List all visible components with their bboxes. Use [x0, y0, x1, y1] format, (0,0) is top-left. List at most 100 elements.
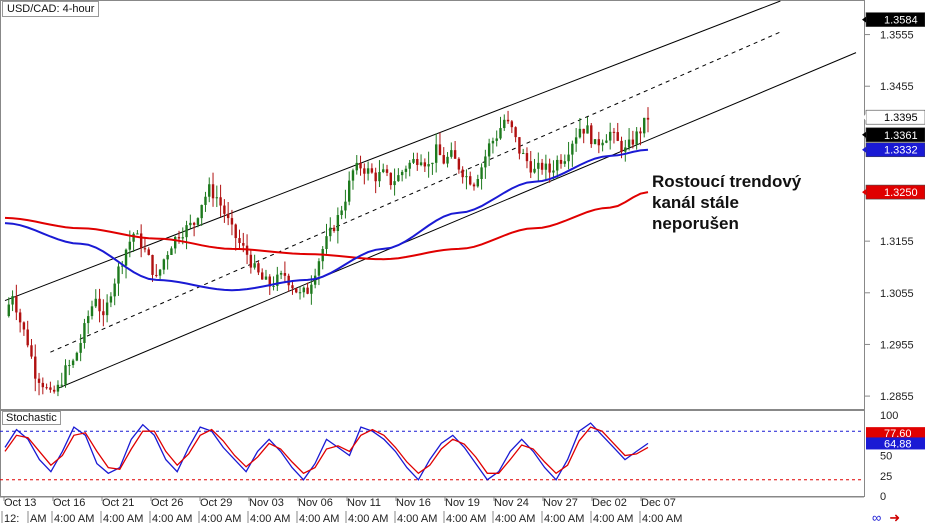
candle-body: [45, 387, 48, 389]
candle-body: [49, 387, 52, 390]
candle-body: [166, 254, 169, 260]
candle-body: [336, 215, 340, 232]
candle-body: [510, 121, 514, 128]
price-tag-label: 1.3250: [884, 187, 918, 199]
candle-body: [465, 176, 468, 178]
candle-body: [208, 184, 211, 197]
annotation-line-3: neporušen: [652, 214, 739, 233]
candle-body: [276, 274, 279, 286]
candle-body: [427, 164, 430, 167]
candle-body: [567, 154, 570, 162]
candle-body: [601, 142, 604, 146]
price-axis: 1.35551.34551.33551.31551.30551.29551.28…: [862, 12, 925, 403]
annotation: Rostoucí trendový kanál stále neporušen: [652, 171, 852, 234]
arrow-icon[interactable]: ➜: [889, 510, 901, 525]
time-axis: Oct 13 Oct 16 Oct 21 Oct 26 Oct 29 Nov 03 Nov …: [0, 496, 864, 525]
candle-body: [11, 296, 14, 305]
candle-body: [15, 296, 18, 313]
candle-body: [453, 150, 457, 159]
trend-channel: [4, 0, 857, 389]
candle-body: [83, 323, 86, 343]
candle-body: [151, 254, 154, 275]
candle-body: [476, 179, 479, 187]
candle-body: [552, 170, 555, 173]
candle-body: [261, 272, 264, 280]
candle-body: [268, 276, 271, 287]
candle-body: [506, 119, 510, 122]
time-label: 4:00 AM: [201, 513, 241, 525]
candle-body: [189, 222, 192, 226]
price-tag-pointer: [862, 131, 866, 138]
price-tag-pointer: [862, 146, 866, 153]
candle-body: [389, 172, 392, 186]
candle-body: [469, 176, 472, 185]
candle-body: [544, 163, 548, 170]
candle-body: [325, 236, 328, 250]
candle-body: [136, 233, 139, 235]
candle-body: [79, 342, 82, 353]
candle-body: [646, 117, 650, 120]
candle-body: [26, 329, 29, 346]
price-tick-label: 1.3055: [880, 288, 914, 300]
candle-body: [185, 225, 188, 238]
candle-body: [147, 249, 150, 255]
candle-body: [416, 159, 419, 165]
time-label: AM: [30, 513, 47, 525]
price-tag-label: 1.3361: [884, 130, 918, 142]
candle-body: [359, 162, 362, 169]
date-label: Nov 27: [543, 497, 578, 509]
candle-body: [257, 263, 260, 273]
ma-slow-line: [4, 191, 649, 261]
price-tag-pointer: [862, 189, 866, 196]
candle-body: [192, 222, 196, 225]
candle-body: [117, 266, 120, 284]
candle-body: [94, 298, 97, 307]
candle-body: [211, 184, 215, 199]
candle-body: [18, 312, 22, 323]
candle-body: [616, 132, 619, 141]
candle-body: [60, 384, 63, 386]
candle-body: [385, 169, 389, 173]
candle-body: [75, 352, 79, 361]
candle-body: [155, 274, 158, 276]
candle-body: [397, 175, 400, 182]
candle-body: [461, 169, 464, 178]
candle-body: [242, 243, 245, 246]
candle-body: [347, 180, 351, 202]
candle-body: [128, 241, 132, 250]
link-icon[interactable]: ∞: [872, 510, 882, 525]
candle-body: [223, 205, 226, 214]
candles: [7, 107, 650, 397]
date-label: Nov 06: [298, 497, 333, 509]
date-label: Nov 24: [494, 497, 529, 509]
stochastic-tag-box: [866, 437, 925, 450]
candle-body: [317, 261, 321, 276]
price-tag-label: 1.3395: [884, 112, 918, 124]
candle-body: [499, 128, 502, 139]
candle-body: [446, 156, 449, 164]
candle-body: [22, 322, 26, 330]
candle-body: [419, 162, 423, 165]
candle-body: [484, 156, 487, 168]
candle-body: [612, 131, 616, 133]
date-label: Oct 21: [102, 497, 134, 509]
candle-body: [279, 273, 283, 275]
candle-body: [313, 275, 317, 285]
candle-body: [627, 139, 631, 148]
candle-body: [295, 288, 298, 293]
channel-mid-line: [50, 31, 781, 353]
candle-body: [200, 204, 203, 219]
date-label: Nov 16: [396, 497, 431, 509]
candle-body: [597, 139, 601, 146]
time-label: 4:00 AM: [642, 513, 682, 525]
candle-body: [438, 144, 442, 156]
stochastic-tag-label: 77.60: [884, 428, 912, 440]
stochastic-tick-label: 50: [880, 451, 892, 463]
stochastic-panel: [0, 410, 865, 497]
channel-lower-line: [57, 52, 857, 389]
time-label: 4:00 AM: [152, 513, 192, 525]
candle-body: [226, 213, 230, 219]
candle-body: [68, 365, 71, 367]
chart-title: USD/CAD: 4-hour: [2, 1, 100, 17]
toolbar-icons: ∞ ➜: [872, 510, 908, 526]
